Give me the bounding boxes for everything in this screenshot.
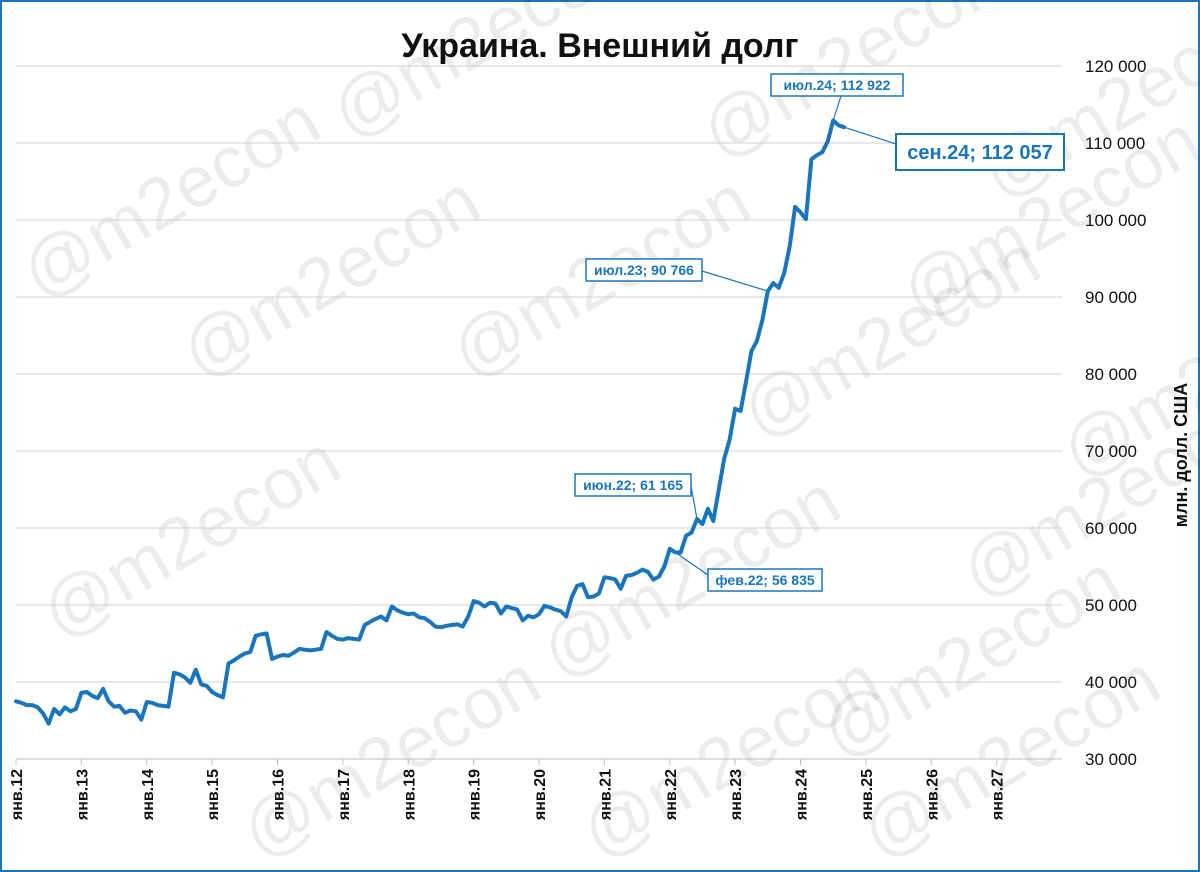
y-tick-label: 110 000 xyxy=(1085,134,1145,153)
watermark-text: @m2econ xyxy=(228,640,553,872)
annotation-box xyxy=(707,568,823,592)
x-tick-label: янв.19 xyxy=(467,769,484,821)
annotation-box xyxy=(895,133,1065,171)
chart-title: Украина. Внешний долг xyxy=(401,27,798,65)
y-tick-label: 70 000 xyxy=(1085,442,1137,461)
y-tick-label: 50 000 xyxy=(1085,596,1137,615)
grid-lines xyxy=(16,65,1062,760)
x-tick-label: янв.27 xyxy=(990,769,1007,821)
x-tick-label: янв.16 xyxy=(271,769,288,821)
x-tick-label: янв.13 xyxy=(74,769,91,821)
x-tick-label: янв.25 xyxy=(859,769,876,821)
annotation-connector xyxy=(843,126,897,145)
annotation-box xyxy=(585,258,703,282)
x-tick-label: янв.17 xyxy=(336,769,353,821)
y-tick-label: 120 000 xyxy=(1085,57,1146,76)
x-tick-label: янв.23 xyxy=(728,769,745,821)
annotation-connector xyxy=(674,551,709,576)
y-tick-label: 100 000 xyxy=(1085,211,1146,230)
x-tick-label: янв.12 xyxy=(9,769,26,821)
y-axis-label: млн. долл. США xyxy=(1171,383,1191,528)
annotation-box xyxy=(574,473,692,497)
y-tick-label: 90 000 xyxy=(1085,288,1137,307)
y-tick-label: 40 000 xyxy=(1085,673,1137,692)
x-axis-ticks: янв.12 янв.13 янв.14 янв.15 янв.16 янв.17 янв.… xyxy=(9,759,1007,821)
x-tick-label: янв.21 xyxy=(597,769,614,821)
annotation-label: июн.22; 61 165 xyxy=(583,477,683,493)
annotation-box xyxy=(770,73,904,97)
series-line xyxy=(14,118,847,726)
annotation-connector xyxy=(701,270,768,292)
x-tick-label: янв.15 xyxy=(205,769,222,821)
y-tick-label: 80 000 xyxy=(1085,365,1137,384)
x-tick-label: янв.20 xyxy=(532,769,549,821)
annotation-label: июл.24; 112 922 xyxy=(784,77,891,93)
y-tick-label: 60 000 xyxy=(1085,519,1137,538)
watermark-text: @m2econ xyxy=(28,420,353,654)
annotation-connector xyxy=(832,95,842,121)
annotation-label: сен.24; 112 057 xyxy=(907,142,1053,164)
y-axis-ticks: 30 000 40 000 50 000 60 000 70 000 80 000 90 0… xyxy=(1085,57,1146,769)
watermarks: @m2econ@m2econ@m2econ@m2econ@m2econ @m2ec… xyxy=(8,0,1200,872)
x-tick-label: янв.14 xyxy=(140,769,157,821)
annotation-label: июл.23; 90 766 xyxy=(594,262,694,278)
watermark-text: @m2econ xyxy=(318,0,643,154)
annotation-connector xyxy=(690,485,698,520)
x-tick-label: янв.24 xyxy=(794,769,811,821)
y-tick-label: 30 000 xyxy=(1085,750,1137,769)
annotations: июл.24; 112 922 сен.24; 112 057 июл.23; 90… xyxy=(574,73,1065,592)
x-tick-label: янв.22 xyxy=(663,769,680,821)
x-tick-label: янв.18 xyxy=(401,769,418,821)
series-group xyxy=(14,118,847,726)
x-tick-label: янв.26 xyxy=(924,769,941,821)
annotation-label: фев.22; 56 835 xyxy=(715,572,815,588)
